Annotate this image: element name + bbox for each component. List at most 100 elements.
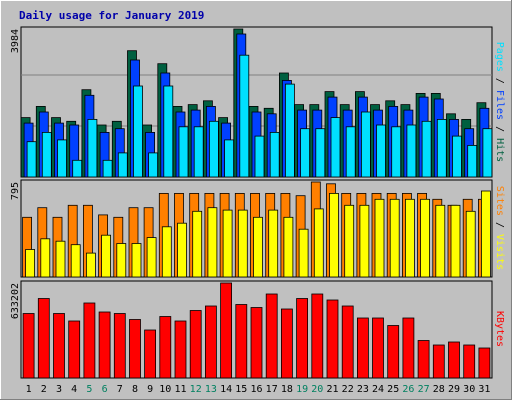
bar-pages-day-2 bbox=[41, 131, 52, 178]
day-label-9: 9 bbox=[147, 384, 153, 395]
day-label-28: 28 bbox=[433, 384, 445, 395]
day-label-29: 29 bbox=[448, 384, 460, 395]
bar-kbytes-day-26 bbox=[402, 317, 415, 379]
bar-pages-day-30 bbox=[467, 144, 478, 178]
bar-pages-day-10 bbox=[163, 85, 174, 178]
bar-visits-day-21 bbox=[329, 192, 339, 278]
bar-pages-day-8 bbox=[133, 85, 143, 178]
bar-pages-day-13 bbox=[208, 120, 219, 178]
right-label-hits: Pages / Files / Hits bbox=[494, 42, 505, 162]
bar-kbytes-day-4 bbox=[68, 320, 81, 379]
chart-panels bbox=[20, 26, 493, 379]
bar-kbytes-day-25 bbox=[387, 325, 400, 379]
bar-kbytes-day-13 bbox=[204, 305, 217, 379]
bar-visits-day-13 bbox=[207, 207, 218, 278]
bar-visits-day-29 bbox=[450, 204, 461, 278]
bar-pages-day-9 bbox=[148, 152, 159, 178]
chart-title: Daily usage for January 2019 bbox=[19, 9, 204, 22]
bar-visits-day-15 bbox=[237, 209, 248, 278]
bar-pages-day-4 bbox=[72, 159, 83, 178]
bar-pages-day-28 bbox=[436, 119, 447, 178]
right-label-kbytes-part: KBytes bbox=[494, 311, 505, 347]
bar-pages-day-11 bbox=[178, 126, 189, 178]
bar-visits-day-4 bbox=[70, 244, 81, 278]
bar-visits-day-12 bbox=[192, 210, 203, 278]
bar-kbytes-day-12 bbox=[189, 310, 202, 379]
panel-hits bbox=[20, 26, 493, 178]
bar-pages-day-18 bbox=[284, 83, 295, 178]
right-label-visits-part: Visits bbox=[494, 234, 505, 270]
bar-pages-day-31 bbox=[482, 128, 493, 178]
day-label-12: 12 bbox=[190, 384, 202, 395]
bar-kbytes-day-19 bbox=[296, 298, 309, 379]
bar-pages-day-23 bbox=[360, 111, 371, 178]
bar-kbytes-day-5 bbox=[83, 302, 96, 379]
right-label-hits-part: / bbox=[494, 72, 505, 90]
bar-visits-day-22 bbox=[344, 204, 355, 278]
bar-visits-day-19 bbox=[298, 228, 309, 278]
day-label-13: 13 bbox=[205, 384, 217, 395]
bar-kbytes-day-20 bbox=[311, 293, 324, 379]
bar-pages-day-22 bbox=[345, 126, 356, 178]
day-label-1: 1 bbox=[26, 384, 32, 395]
bar-pages-day-25 bbox=[391, 126, 402, 178]
bar-visits-day-3 bbox=[55, 240, 66, 278]
day-label-17: 17 bbox=[266, 384, 278, 395]
day-label-8: 8 bbox=[132, 384, 138, 395]
bar-visits-day-25 bbox=[389, 198, 400, 278]
bar-kbytes-day-24 bbox=[372, 317, 384, 379]
bar-visits-day-2 bbox=[40, 238, 51, 278]
bar-pages-day-19 bbox=[300, 128, 311, 178]
chart-labels: Daily usage for January 2019398479563320… bbox=[10, 9, 505, 395]
bar-visits-day-9 bbox=[146, 237, 157, 278]
bar-kbytes-day-31 bbox=[478, 347, 491, 379]
bar-kbytes-day-9 bbox=[144, 329, 157, 379]
bar-kbytes-day-2 bbox=[37, 298, 50, 379]
bar-visits-day-20 bbox=[313, 208, 324, 278]
day-label-30: 30 bbox=[463, 384, 475, 395]
bar-kbytes-day-10 bbox=[159, 316, 172, 379]
right-label-hits-part: Pages bbox=[494, 42, 505, 72]
bar-visits-day-17 bbox=[268, 209, 279, 278]
bar-kbytes-day-3 bbox=[53, 313, 65, 379]
bar-pages-day-29 bbox=[452, 135, 462, 178]
right-label-hits-part: Files bbox=[494, 90, 505, 120]
day-label-31: 31 bbox=[478, 384, 490, 395]
bar-visits-day-10 bbox=[161, 226, 172, 278]
bar-kbytes-day-11 bbox=[174, 320, 187, 379]
bar-kbytes-day-6 bbox=[98, 311, 111, 379]
right-label-kbytes: KBytes bbox=[494, 311, 505, 347]
day-label-5: 5 bbox=[86, 384, 92, 395]
day-label-6: 6 bbox=[102, 384, 108, 395]
day-label-16: 16 bbox=[250, 384, 262, 395]
bar-kbytes-day-14 bbox=[220, 282, 233, 379]
bar-pages-day-5 bbox=[87, 119, 98, 178]
bar-kbytes-day-30 bbox=[463, 344, 476, 379]
bar-visits-day-18 bbox=[283, 216, 294, 278]
right-label-hits-part: Hits bbox=[494, 138, 505, 162]
bar-visits-day-27 bbox=[420, 198, 431, 278]
day-label-4: 4 bbox=[71, 384, 77, 395]
bar-visits-day-23 bbox=[359, 204, 370, 278]
bar-visits-day-7 bbox=[116, 243, 127, 278]
day-label-25: 25 bbox=[387, 384, 399, 395]
bar-pages-day-21 bbox=[330, 117, 341, 178]
panel-kbytes bbox=[20, 280, 493, 379]
bar-visits-day-11 bbox=[177, 222, 187, 278]
bar-kbytes-day-23 bbox=[356, 317, 369, 379]
day-label-11: 11 bbox=[174, 384, 186, 395]
panel-visits-ymax-label: 795 bbox=[10, 182, 21, 200]
right-label-hits-part: / bbox=[494, 120, 505, 138]
bar-visits-day-1 bbox=[25, 249, 36, 278]
bar-visits-day-6 bbox=[101, 234, 111, 278]
day-label-26: 26 bbox=[402, 384, 414, 395]
bar-pages-day-1 bbox=[26, 141, 37, 178]
bar-kbytes-day-15 bbox=[235, 304, 248, 379]
bar-pages-day-14 bbox=[224, 139, 235, 178]
day-label-24: 24 bbox=[372, 384, 384, 395]
bar-kbytes-day-21 bbox=[326, 299, 339, 379]
right-label-visits-part: / bbox=[494, 216, 505, 234]
bar-pages-day-17 bbox=[269, 131, 280, 178]
